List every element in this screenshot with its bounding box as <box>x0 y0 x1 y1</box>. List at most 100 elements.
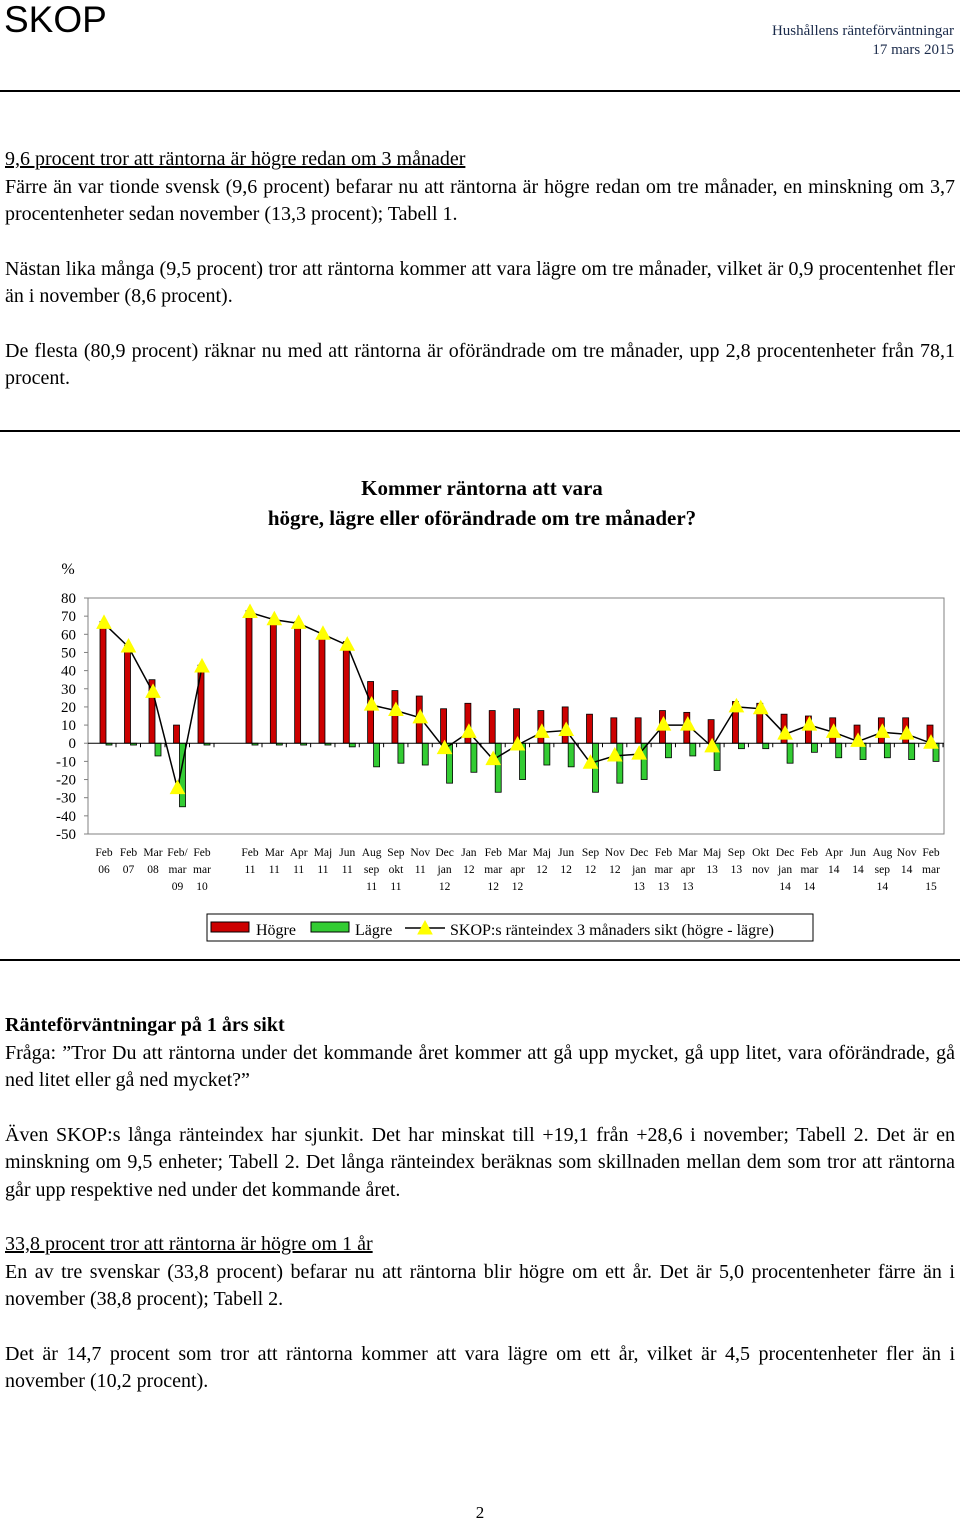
x-tick-label: 11 <box>366 881 377 893</box>
index-marker <box>898 725 915 740</box>
x-tick-label: Maj <box>314 847 333 859</box>
legend: Högre Lägre SKOP:s ränteindex 3 månaders… <box>206 913 814 942</box>
y-tick-label: 60 <box>61 627 76 643</box>
x-tick-label: Mar <box>265 847 284 859</box>
index-marker <box>412 708 429 724</box>
index-marker <box>874 723 891 738</box>
legend-label-lower: Lägre <box>355 922 392 939</box>
index-marker <box>388 701 404 717</box>
bar-lower <box>543 742 551 766</box>
bar-lower <box>348 742 356 748</box>
bar-lower <box>810 742 818 753</box>
paragraph: Färre än var tionde svensk (9,6 procent)… <box>5 175 955 226</box>
x-tick-label: 09 <box>172 881 184 893</box>
x-tick-label: 13 <box>633 881 645 893</box>
y-tick-label: -20 <box>56 773 76 789</box>
index-marker <box>752 699 769 715</box>
bar-higher <box>318 632 326 744</box>
x-tick-label: Nov <box>605 847 625 859</box>
legend-label-index: SKOP:s ränteindex 3 månaders sikt (högre… <box>450 922 774 939</box>
x-tick-label: 14 <box>828 864 840 876</box>
bar-higher <box>586 713 593 744</box>
y-axis: 80 70 60 50 40 30 20 10 0 -10 -20 -30 -40 -50 <box>56 591 88 843</box>
x-tick-label: Mar <box>678 847 697 859</box>
section-1-year: Ränteförväntningar på 1 års sikt Fråga: … <box>5 1012 955 1396</box>
x-tick-label: nov <box>752 864 770 876</box>
y-axis-label: % <box>61 561 74 578</box>
x-tick-label: mar <box>800 864 818 876</box>
x-tick-label: apr <box>680 864 695 876</box>
legend-swatch-lower <box>310 921 350 933</box>
bar-lower <box>883 742 891 759</box>
index-marker <box>582 754 599 769</box>
bar-lower <box>154 742 162 757</box>
legend-swatch-higher <box>210 921 250 933</box>
x-tick-label: 13 <box>658 881 670 893</box>
x-tick-label: Apr <box>290 847 308 859</box>
x-tick-label: mar <box>193 864 211 876</box>
x-tick-label: mar <box>484 864 502 876</box>
bar-higher <box>99 621 107 744</box>
y-tick-label: 40 <box>61 664 76 680</box>
y-tick-label: 70 <box>61 609 76 625</box>
x-tick-label: Jun <box>339 847 355 859</box>
index-marker <box>315 625 331 640</box>
x-tick-label: Sep <box>387 847 405 859</box>
x-tick-label: okt <box>389 864 405 876</box>
question-text: Fråga: ”Tror Du att räntorna under det k… <box>5 1041 955 1092</box>
bar-lower <box>689 742 697 757</box>
x-tick-label: 07 <box>123 864 135 876</box>
x-tick-label: jan <box>437 864 452 876</box>
y-tick-label: -40 <box>56 809 76 825</box>
x-tick-label: mar <box>922 864 940 876</box>
paragraph: En av tre svenskar (33,8 procent) befara… <box>5 1260 955 1311</box>
x-tick-label: 11 <box>269 864 280 876</box>
x-tick-label: Jun <box>558 847 574 859</box>
x-tick-label: Feb <box>193 847 211 859</box>
paragraph: De flesta (80,9 procent) räknar nu med a… <box>5 339 955 390</box>
bar-lower <box>665 742 672 759</box>
index-marker <box>509 735 526 751</box>
paragraph: Nästan lika många (9,5 procent) tror att… <box>5 257 955 308</box>
x-tick-label: Mar <box>508 847 527 859</box>
index-marker <box>436 739 453 755</box>
x-tick-label: mar <box>169 864 187 876</box>
y-tick-label: 30 <box>61 682 76 698</box>
index-marker <box>485 750 502 766</box>
x-tick-label: Aug <box>362 847 382 859</box>
bar-lower <box>762 742 770 750</box>
x-tick-label: 14 <box>852 864 864 876</box>
bar-lower <box>397 742 405 764</box>
chart-bottom-divider <box>0 959 960 961</box>
bar-higher <box>173 724 180 744</box>
index-marker <box>704 737 720 753</box>
x-tick-label: 11 <box>244 864 255 876</box>
y-tick-label: -10 <box>56 754 76 770</box>
x-tick-label: 12 <box>463 864 475 876</box>
x-tick-label: 11 <box>415 864 426 876</box>
x-tick-label: 12 <box>439 881 451 893</box>
x-tick-label: 11 <box>390 881 401 893</box>
y-tick-label: 0 <box>69 736 77 752</box>
y-tick-label: 50 <box>61 645 76 661</box>
report-header: Hushållens ränteförväntningar 17 mars 20… <box>772 22 954 60</box>
index-marker <box>558 721 575 737</box>
bar-lower <box>908 742 916 760</box>
plot-area <box>87 597 945 835</box>
bar-higher <box>634 717 642 744</box>
x-tick-label: Feb/ <box>167 847 188 859</box>
bar-lower <box>494 742 502 793</box>
section-3-month: 9,6 procent tror att räntorna är högre r… <box>5 146 955 393</box>
chart-title: Kommer räntorna att vara <box>361 476 603 500</box>
y-tick-label: -50 <box>56 827 76 843</box>
index-marker <box>655 716 672 731</box>
bar-higher <box>245 610 253 744</box>
y-tick-label: 80 <box>61 591 76 607</box>
bar-lower <box>373 742 381 768</box>
index-marker <box>242 603 258 619</box>
index-marker <box>850 732 866 747</box>
x-tick-label: mar <box>655 864 673 876</box>
page-number: 2 <box>475 1503 485 1522</box>
x-tick-label: 13 <box>706 864 718 876</box>
x-tick-label: 14 <box>901 864 913 876</box>
